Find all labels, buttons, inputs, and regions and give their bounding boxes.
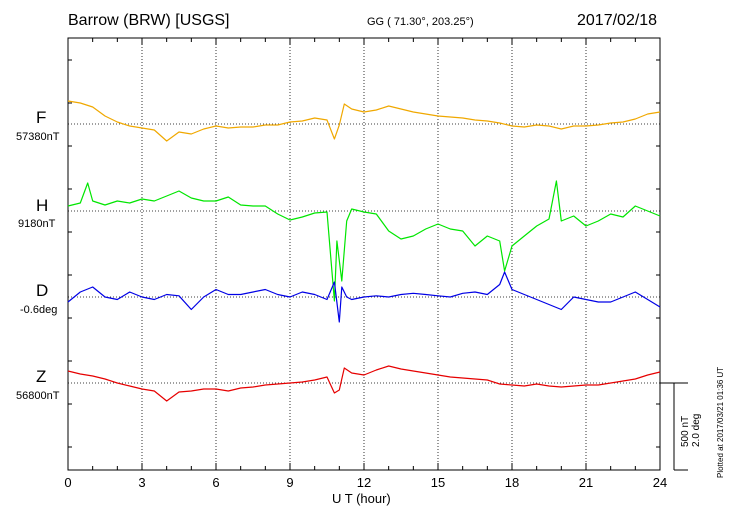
series-baseline-d: -0.6deg (20, 304, 58, 316)
plotted-timestamp: Plotted at 2017/03/21 01:36 UT (716, 366, 725, 478)
series-line-h (67, 180, 661, 302)
series-baseline-f: 57380nT (16, 131, 60, 143)
series-label-f: F (36, 108, 47, 127)
x-tick-label: 24 (653, 475, 667, 490)
scale-nt-label: 500 nT (680, 415, 691, 447)
series-label-h: H (36, 196, 49, 215)
station-coordinates: GG ( 71.30°, 203.25°) (367, 16, 474, 28)
x-tick-label: 18 (505, 475, 519, 490)
chart-date: 2017/02/18 (577, 12, 658, 29)
series-label-d: D (36, 281, 49, 300)
x-tick-label: 9 (286, 475, 293, 490)
x-tick-label: 0 (64, 475, 71, 490)
x-tick-label: 21 (579, 475, 593, 490)
scale-deg-label: 2.0 deg (691, 413, 702, 447)
x-axis-label: U T (hour) (332, 491, 391, 506)
x-tick-label: 15 (431, 475, 445, 490)
series-line-z (67, 365, 661, 402)
series-baseline-z: 56800nT (16, 390, 60, 402)
series-line-f (67, 100, 661, 142)
series-label-z: Z (36, 367, 47, 386)
x-tick-label: 3 (138, 475, 145, 490)
x-tick-label: 12 (357, 475, 371, 490)
x-tick-label: 6 (212, 475, 219, 490)
chart-title: Barrow (BRW) [USGS] (68, 12, 230, 29)
series-baseline-h: 9180nT (18, 218, 56, 230)
series-line-d (67, 271, 661, 323)
